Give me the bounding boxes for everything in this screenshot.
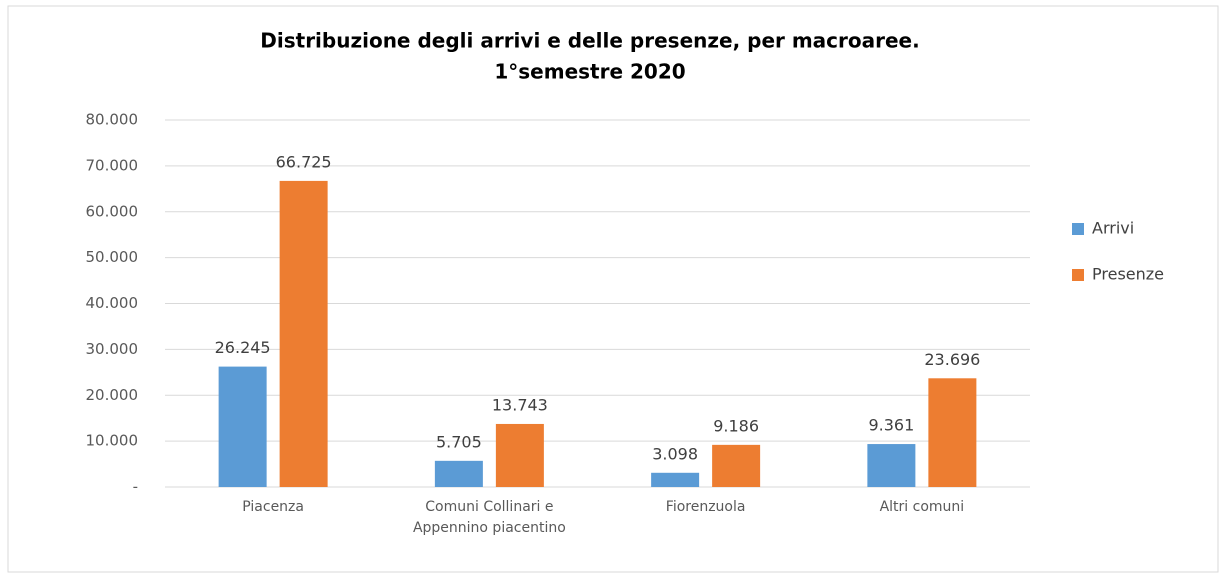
legend-swatch <box>1072 223 1084 235</box>
data-label: 26.245 <box>215 338 271 357</box>
bar <box>712 444 761 487</box>
bar <box>928 378 977 487</box>
data-label: 23.696 <box>924 350 980 369</box>
y-tick-label: 40.000 <box>86 294 139 312</box>
x-tick-label: Fiorenzuola <box>666 499 746 515</box>
legend-label: Presenze <box>1092 265 1164 284</box>
data-label: 9.361 <box>868 416 914 435</box>
data-label: 66.725 <box>276 152 332 171</box>
x-tick-label: Altri comuni <box>880 499 965 515</box>
chart-title: Distribuzione degli arrivi e delle prese… <box>260 29 919 53</box>
data-label: 13.743 <box>492 395 548 414</box>
bar <box>651 472 700 487</box>
y-tick-label: 10.000 <box>86 432 139 450</box>
x-tick-label: Appennino piacentino <box>413 520 566 536</box>
bar <box>279 180 328 488</box>
y-tick-label: 80.000 <box>86 111 139 129</box>
bar <box>867 444 916 487</box>
y-tick-label: 30.000 <box>86 340 139 358</box>
bar <box>495 423 544 487</box>
y-tick-label: 70.000 <box>86 156 139 174</box>
x-tick-label: Piacenza <box>242 499 304 515</box>
y-tick-label: 60.000 <box>86 202 139 220</box>
data-label: 5.705 <box>436 432 482 451</box>
bar <box>218 366 267 487</box>
data-label: 9.186 <box>713 416 759 435</box>
legend-swatch <box>1072 269 1084 281</box>
legend-label: Arrivi <box>1092 219 1134 238</box>
chart-title: 1°semestre 2020 <box>494 60 685 84</box>
bar <box>434 460 483 487</box>
y-tick-label: 20.000 <box>86 386 139 404</box>
y-tick-label: - <box>133 478 138 496</box>
x-tick-label: Comuni Collinari e <box>425 499 553 515</box>
chart-frame <box>7 5 1219 573</box>
data-label: 3.098 <box>652 444 698 463</box>
y-tick-label: 50.000 <box>86 248 139 266</box>
